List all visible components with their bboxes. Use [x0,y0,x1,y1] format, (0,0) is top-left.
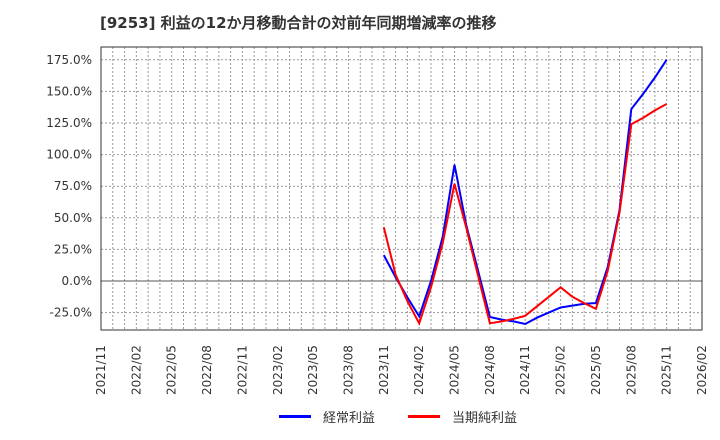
x-tick-label: 2023/05 [306,345,320,395]
x-tick-label: 2025/11 [660,345,674,395]
chart-title: [9253] 利益の12か月移動合計の対前年同期増減率の推移 [100,14,497,32]
x-tick-label: 2023/08 [341,345,355,395]
y-tick-label: 25.0% [54,242,92,256]
x-tick-label: 2022/08 [200,345,214,395]
y-tick-label: 75.0% [54,179,92,193]
x-tick-label: 2025/05 [589,345,603,395]
x-tick-label: 2024/02 [412,345,426,395]
x-tick-label: 2022/11 [235,345,249,395]
data-series [382,59,668,326]
x-tick-label: 2024/11 [518,345,532,395]
legend-swatch-blue-icon [279,414,311,418]
legend-label: 当期純利益 [452,410,518,426]
legend-label: 経常利益 [323,410,376,426]
legend: 経常利益 当期純利益 [0,405,720,429]
y-tick-label: 175.0% [46,53,92,67]
y-tick-label: 0.0% [62,274,93,288]
x-tick-label: 2023/02 [271,345,285,395]
x-tick-label: 2026/02 [695,345,709,395]
y-tick-label: 50.0% [54,211,92,225]
x-axis-ticks: 2021/11 2022/02 2022/05 2022/08 2022/11 2023/… [94,345,709,395]
x-tick-label: 2023/11 [377,345,391,395]
x-tick-label: 2022/02 [129,345,143,395]
legend-item-ordinary-profit: 経常利益 [279,405,375,427]
series-line [382,103,668,326]
grid-lines [101,47,702,330]
x-tick-label: 2024/05 [448,345,462,395]
legend-swatch-red-icon [408,414,440,418]
y-tick-label: 150.0% [46,84,92,98]
x-tick-label: 2021/11 [94,345,108,395]
plot-frame [100,46,703,331]
legend-item-net-income: 当期純利益 [408,405,517,427]
y-tick-label: 100.0% [46,148,92,162]
x-tick-label: 2025/02 [554,345,568,395]
x-tick-label: 2024/08 [483,345,497,395]
y-tick-label: -25.0% [50,306,92,320]
y-axis-ticks: 175.0% 150.0% 125.0% 100.0% 75.0% 50.0% 25.0% 0… [46,53,92,320]
x-tick-label: 2022/05 [165,345,179,395]
y-tick-label: 125.0% [46,116,92,130]
x-tick-label: 2025/08 [624,345,638,395]
